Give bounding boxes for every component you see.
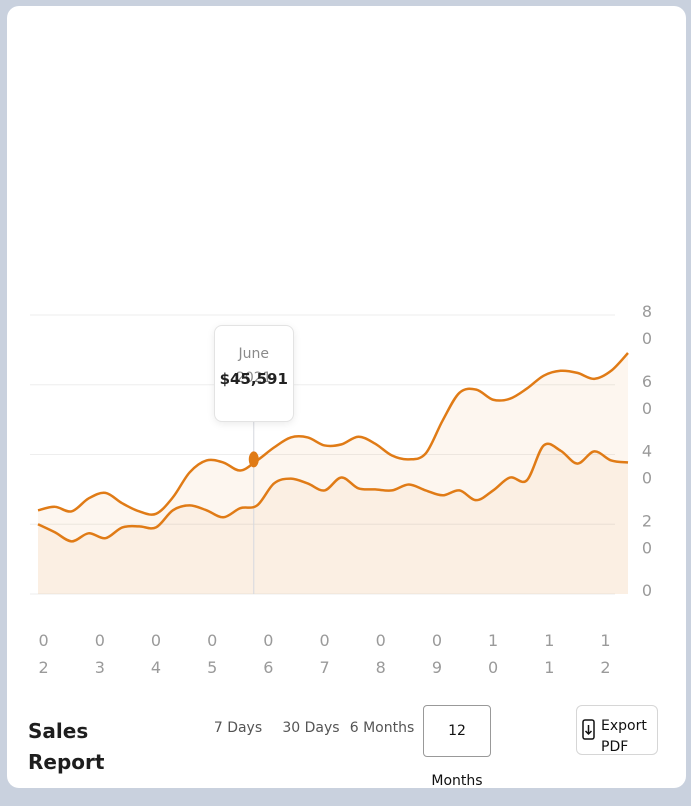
line <box>37 352 629 516</box>
area <box>38 443 628 594</box>
line <box>37 442 629 543</box>
range-button[interactable]: 12 Months <box>423 705 491 789</box>
card <box>7 6 686 788</box>
export-label: Export PDF <box>601 718 647 755</box>
tooltip: June 2021 $45,591 <box>213 325 294 422</box>
export-icon <box>582 719 595 740</box>
export-button[interactable]: Export PDF <box>576 705 658 755</box>
y-tick-label: 0 <box>642 581 652 600</box>
range-button[interactable]: 30 Days <box>282 720 340 736</box>
tooltip-value: $45,591 <box>219 370 288 388</box>
tooltip-title: June 2021 <box>235 346 272 386</box>
highlight-point <box>248 451 259 468</box>
area <box>38 353 628 594</box>
range-button[interactable]: 6 Months <box>349 720 415 736</box>
card-title: Sales Report <box>28 719 105 774</box>
range-button[interactable]: 7 Days <box>213 720 263 736</box>
